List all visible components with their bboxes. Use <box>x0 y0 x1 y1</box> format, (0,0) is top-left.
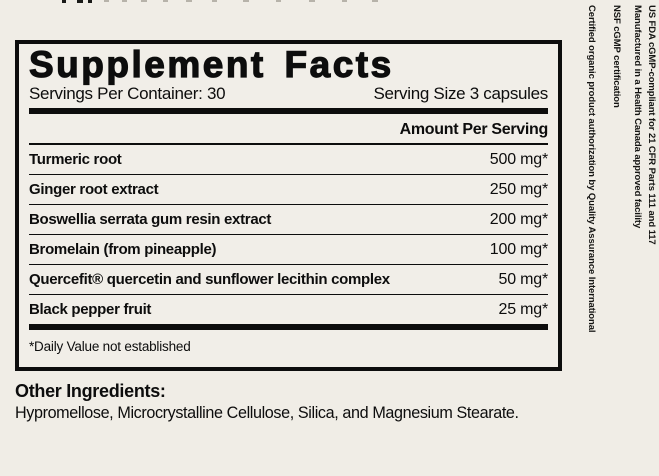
ingredient-name: Black pepper fruit <box>29 301 152 318</box>
ingredient-row: Black pepper fruit 25 mg* <box>29 295 548 325</box>
certification-sidebar: US FDA cGMP-compliant for 21 CFR Parts 1… <box>585 5 658 435</box>
daily-value-footnote: *Daily Value not established <box>29 339 191 354</box>
ingredient-amount: 200 mg* <box>489 210 548 228</box>
ingredient-amount: 50 mg* <box>498 270 549 288</box>
ingredient-name: Quercefit® quercetin and sunflower lecit… <box>29 271 390 288</box>
thick-divider-bottom <box>29 325 548 330</box>
amount-per-serving-header: Amount Per Serving <box>29 114 548 145</box>
thick-divider-top <box>29 108 548 114</box>
ingredient-amount: 500 mg* <box>489 150 548 168</box>
ingredient-name: Turmeric root <box>29 151 122 168</box>
ingredient-name: Bromelain (from pineapple) <box>29 241 217 258</box>
ingredient-row: Ginger root extract 250 mg* <box>29 175 548 205</box>
ingredient-name: Boswellia serrata gum resin extract <box>29 211 272 228</box>
ingredient-amount: 25 mg* <box>498 300 549 318</box>
serving-size: Serving Size 3 capsules <box>373 84 548 103</box>
ingredient-row: Turmeric root 500 mg* <box>29 145 548 175</box>
certification-line: Certified organic product authorization … <box>586 5 597 333</box>
ingredient-name: Ginger root extract <box>29 181 159 198</box>
supplement-facts-panel: Supplement Facts Servings Per Container:… <box>15 40 562 371</box>
ingredient-amount: 100 mg* <box>489 240 548 258</box>
ingredient-amount: 250 mg* <box>489 180 548 198</box>
servings-per-container: Servings Per Container: 30 <box>29 84 226 103</box>
ingredient-row: Quercefit® quercetin and sunflower lecit… <box>29 265 548 295</box>
certification-line: US FDA cGMP-compliant for 21 CFR Parts 1… <box>646 5 657 245</box>
ingredient-row: Bromelain (from pineapple) 100 mg* <box>29 235 548 265</box>
other-ingredients-section: Other Ingredients: Hypromellose, Microcr… <box>15 381 575 423</box>
serving-info-row: Servings Per Container: 30 Serving Size … <box>29 84 548 104</box>
other-ingredients-heading: Other Ingredients: <box>15 381 166 401</box>
ingredient-row: Boswellia serrata gum resin extract 200 … <box>29 205 548 235</box>
certification-line: NSF cGMP certification <box>611 5 622 108</box>
certification-line: Manufactured in a Health Canada approved… <box>632 5 643 229</box>
other-ingredients-list: Hypromellose, Microcrystalline Cellulose… <box>15 403 519 422</box>
cropped-text-remnants <box>0 0 659 4</box>
panel-title: Supplement Facts <box>28 44 394 85</box>
